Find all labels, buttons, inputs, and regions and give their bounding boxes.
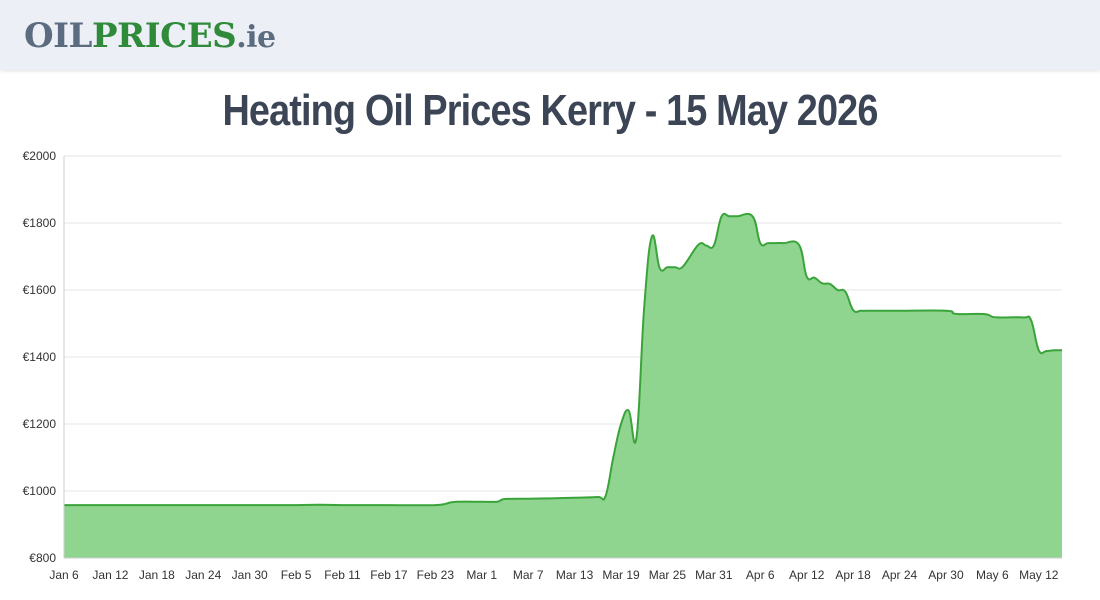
logo-text-ie: .ie bbox=[236, 20, 276, 55]
x-tick-label: Jan 30 bbox=[232, 568, 268, 582]
price-line bbox=[63, 212, 1063, 507]
chart-title: Heating Oil Prices Kerry - 15 May 2026 bbox=[222, 86, 878, 135]
x-tick-label: Jan 18 bbox=[139, 568, 175, 582]
x-tick-label: Mar 7 bbox=[513, 568, 544, 582]
y-tick-label: €1600 bbox=[23, 283, 57, 297]
x-tick-label: Feb 5 bbox=[281, 568, 312, 582]
x-tick-label: Mar 1 bbox=[466, 568, 497, 582]
y-axis-ticks: €800 €1000 €1200 €1400 €1600 €1800 €2000 bbox=[23, 149, 57, 565]
x-tick-label: Apr 6 bbox=[746, 568, 775, 582]
x-tick-label: May 6 bbox=[976, 568, 1009, 582]
x-tick-label: Feb 23 bbox=[417, 568, 455, 582]
x-tick-label: Mar 31 bbox=[695, 568, 733, 582]
x-tick-label: Feb 17 bbox=[370, 568, 408, 582]
x-tick-label: Apr 30 bbox=[928, 568, 964, 582]
x-tick-label: Jan 12 bbox=[92, 568, 128, 582]
y-tick-label: €2000 bbox=[23, 149, 57, 163]
y-tick-label: €1000 bbox=[23, 484, 57, 498]
logo-text-prices: PRICES bbox=[91, 16, 237, 56]
site-logo[interactable]: OILPRICES.ie bbox=[24, 14, 276, 60]
x-tick-label: Jan 6 bbox=[49, 568, 79, 582]
x-tick-label: Mar 19 bbox=[602, 568, 640, 582]
y-tick-label: €1200 bbox=[23, 417, 57, 431]
x-tick-label: May 12 bbox=[1019, 568, 1059, 582]
x-tick-label: Apr 12 bbox=[789, 568, 825, 582]
price-area bbox=[64, 213, 1062, 558]
x-tick-label: Feb 11 bbox=[324, 568, 361, 582]
axes bbox=[63, 156, 1062, 559]
x-tick-label: Apr 18 bbox=[835, 568, 871, 582]
x-tick-label: Apr 24 bbox=[882, 568, 918, 582]
y-tick-label: €1400 bbox=[23, 350, 57, 364]
x-axis-ticks: Jan 6 Jan 12 Jan 18 Jan 24 Jan 30 Feb 5 Feb 11… bbox=[49, 568, 1058, 582]
x-tick-label: Mar 13 bbox=[556, 568, 594, 582]
y-tick-label: €1800 bbox=[23, 216, 57, 230]
logo-text-oil: OIL bbox=[24, 16, 92, 56]
x-tick-label: Jan 24 bbox=[185, 568, 221, 582]
y-tick-label: €800 bbox=[29, 551, 56, 565]
x-tick-label: Mar 25 bbox=[649, 568, 687, 582]
header-bar: OILPRICES.ie bbox=[0, 0, 1100, 70]
